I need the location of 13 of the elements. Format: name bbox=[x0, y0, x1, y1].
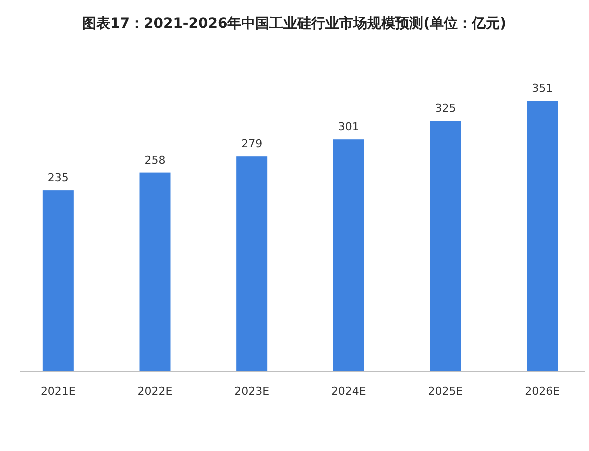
data-label: 325 bbox=[435, 102, 456, 116]
data-label: 279 bbox=[242, 138, 263, 151]
data-label: 351 bbox=[532, 82, 554, 95]
data-label: 258 bbox=[144, 154, 166, 167]
data-label: 235 bbox=[48, 172, 69, 185]
x-tick-label: 2023E bbox=[234, 385, 270, 398]
x-tick-label: 2025E bbox=[428, 385, 464, 398]
data-label: 301 bbox=[338, 120, 360, 134]
title: 图表17：2021-2026年中国工业硅行业市场规模预测(单位：亿元) bbox=[82, 16, 507, 32]
x-tick-label: 2021E bbox=[40, 385, 76, 398]
x-tick-label: 2024E bbox=[331, 385, 366, 398]
x-tick-label: 2022E bbox=[138, 385, 173, 398]
x-tick-label: 2026E bbox=[525, 385, 560, 398]
